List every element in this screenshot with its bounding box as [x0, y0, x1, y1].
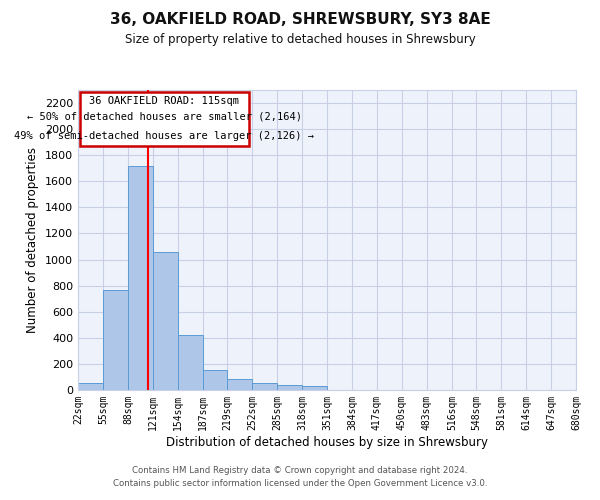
Y-axis label: Number of detached properties: Number of detached properties: [26, 147, 40, 333]
X-axis label: Distribution of detached houses by size in Shrewsbury: Distribution of detached houses by size …: [166, 436, 488, 448]
FancyBboxPatch shape: [80, 92, 249, 146]
Bar: [227, 379, 252, 390]
Bar: [252, 384, 277, 390]
Text: Size of property relative to detached houses in Shrewsbury: Size of property relative to detached ho…: [125, 32, 475, 46]
Bar: [103, 290, 128, 390]
Text: 49% of semi-detached houses are larger (2,126) →: 49% of semi-detached houses are larger (…: [14, 132, 314, 141]
Bar: [178, 335, 203, 390]
Bar: [128, 166, 153, 390]
Text: ← 50% of detached houses are smaller (2,164): ← 50% of detached houses are smaller (2,…: [27, 112, 302, 122]
Text: Contains HM Land Registry data © Crown copyright and database right 2024.
Contai: Contains HM Land Registry data © Crown c…: [113, 466, 487, 487]
Text: 36 OAKFIELD ROAD: 115sqm: 36 OAKFIELD ROAD: 115sqm: [89, 96, 239, 106]
Text: 36, OAKFIELD ROAD, SHREWSBURY, SY3 8AE: 36, OAKFIELD ROAD, SHREWSBURY, SY3 8AE: [110, 12, 490, 28]
Bar: [277, 386, 302, 390]
Bar: [153, 252, 178, 390]
Bar: [302, 386, 327, 390]
Bar: [78, 383, 103, 390]
Bar: [203, 370, 227, 390]
